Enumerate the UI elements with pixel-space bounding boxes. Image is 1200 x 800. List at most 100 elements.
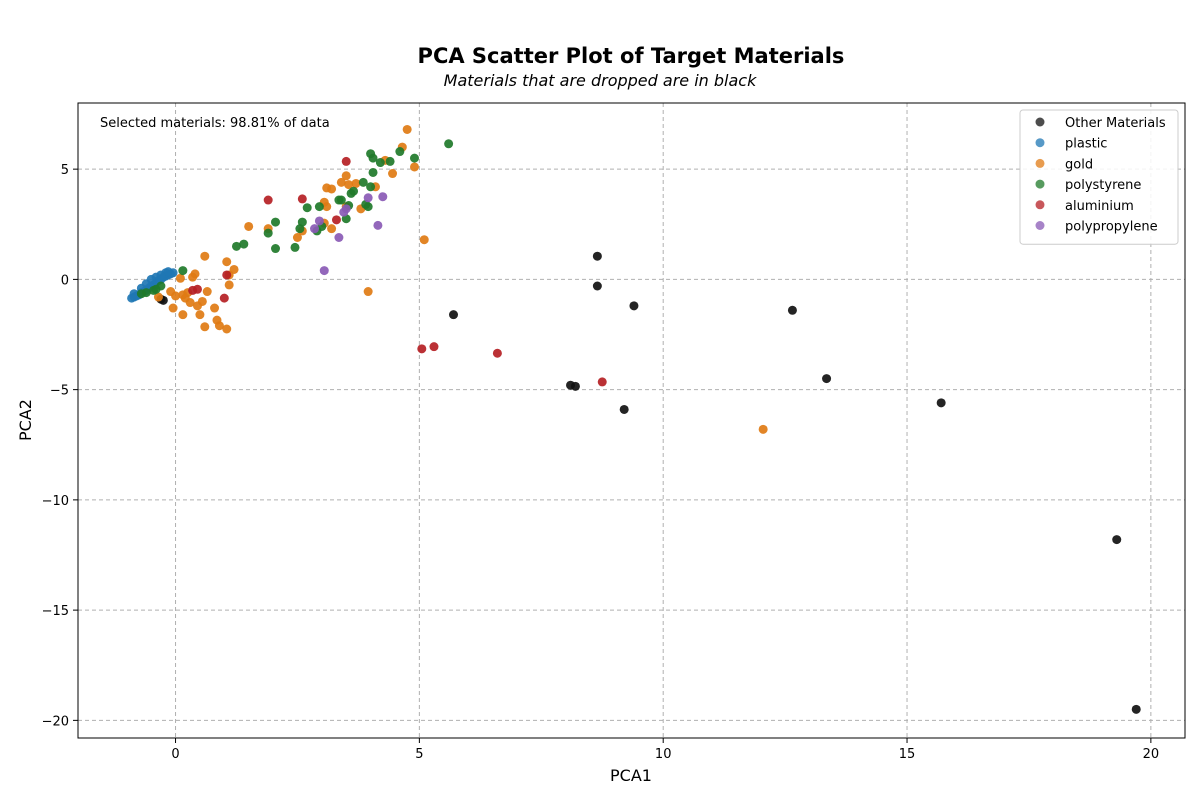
data-point	[629, 301, 639, 311]
data-point	[163, 267, 173, 277]
x-tick-label: 20	[1143, 747, 1160, 762]
data-point	[178, 290, 188, 300]
data-point	[239, 239, 249, 249]
data-point	[190, 269, 200, 279]
data-point	[175, 273, 185, 283]
data-point	[334, 232, 344, 242]
legend-marker	[1035, 117, 1045, 127]
data-points	[127, 124, 1141, 714]
data-point	[429, 342, 439, 352]
data-point	[331, 215, 341, 225]
data-point	[271, 217, 281, 227]
data-point	[136, 289, 146, 299]
data-point	[366, 182, 376, 192]
data-point	[200, 251, 210, 261]
data-point	[292, 232, 302, 242]
x-tick-label: 0	[171, 747, 179, 762]
data-point	[619, 404, 629, 414]
data-point	[297, 194, 307, 204]
data-point	[936, 398, 946, 408]
data-point	[373, 220, 383, 230]
data-point	[151, 284, 161, 294]
data-point	[178, 266, 188, 276]
data-point	[188, 285, 198, 295]
data-point	[378, 192, 388, 202]
legend-marker	[1035, 200, 1045, 210]
data-point	[310, 224, 320, 234]
y-tick-label: 5	[61, 163, 69, 178]
data-point	[322, 202, 332, 212]
data-point	[409, 162, 419, 172]
data-point	[822, 374, 832, 384]
data-point	[224, 280, 234, 290]
data-point	[344, 180, 354, 190]
series-group	[310, 192, 388, 276]
series-group	[127, 267, 178, 303]
axis-ticks: 0 5 10 15 20 5 0 −5 −10 −15 −20	[42, 163, 1160, 762]
legend-label: Other Materials	[1065, 116, 1166, 131]
data-point	[339, 207, 349, 217]
data-point	[153, 292, 163, 302]
data-point	[592, 281, 602, 291]
x-tick-label: 10	[655, 747, 672, 762]
legend-label: polypropylene	[1065, 220, 1158, 235]
series-group	[153, 124, 768, 434]
legend-box	[1019, 109, 1179, 245]
data-point	[395, 147, 405, 157]
series-group	[136, 139, 454, 299]
data-point	[375, 158, 385, 168]
data-point	[368, 167, 378, 177]
y-tick-label: −5	[50, 384, 69, 399]
y-tick-label: −20	[42, 714, 69, 729]
data-point	[178, 310, 188, 320]
data-point	[302, 203, 312, 213]
data-point	[444, 139, 454, 149]
data-point	[271, 244, 281, 254]
data-point	[214, 321, 224, 331]
grid-lines	[78, 103, 1185, 738]
legend: Other Materials plastic gold polystyrene alu…	[1019, 109, 1179, 245]
data-point	[231, 241, 241, 251]
data-point	[210, 303, 220, 313]
data-point	[492, 348, 502, 358]
x-axis-label: PCA1	[610, 766, 652, 785]
data-point	[314, 202, 324, 212]
data-point	[222, 324, 232, 334]
legend-label: gold	[1065, 157, 1093, 172]
data-point	[419, 235, 429, 245]
x-tick-label: 15	[899, 747, 916, 762]
y-tick-label: −15	[42, 604, 69, 619]
data-point	[787, 305, 797, 315]
data-point	[449, 310, 459, 320]
legend-label: plastic	[1065, 137, 1107, 152]
data-point	[290, 242, 300, 252]
data-point	[195, 310, 205, 320]
data-point	[334, 195, 344, 205]
data-point	[219, 293, 229, 303]
data-point	[363, 193, 373, 203]
data-point	[341, 156, 351, 166]
data-point	[202, 287, 212, 297]
data-point	[192, 301, 202, 311]
data-point	[336, 177, 346, 187]
legend-marker	[1035, 158, 1045, 168]
data-point	[597, 377, 607, 387]
plot-frame	[77, 102, 1186, 739]
data-point	[409, 153, 419, 163]
data-point	[319, 266, 329, 276]
series-group	[188, 156, 607, 387]
chart-title: PCA Scatter Plot of Target Materials	[418, 44, 845, 68]
data-point	[244, 221, 254, 231]
data-point	[263, 228, 273, 238]
data-point	[129, 289, 139, 299]
legend-label: polystyrene	[1065, 178, 1141, 193]
data-point	[368, 153, 378, 163]
data-point	[570, 381, 580, 391]
data-point	[402, 124, 412, 134]
legend-marker	[1035, 138, 1045, 148]
data-point	[327, 224, 337, 234]
data-point	[327, 184, 337, 194]
selection-annotation: Selected materials: 98.81% of data	[100, 116, 330, 131]
data-point	[1112, 535, 1122, 545]
data-point	[295, 224, 305, 234]
